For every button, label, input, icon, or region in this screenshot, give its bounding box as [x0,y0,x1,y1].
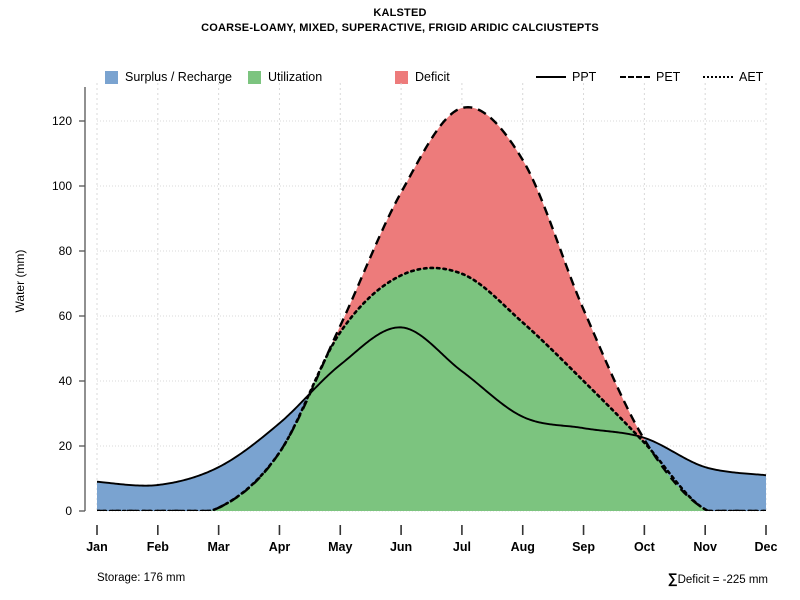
x-tick-label-feb: Feb [146,540,169,554]
legend-label-ppt: PPT [572,70,597,84]
legend-item-pet[interactable]: PET [620,66,680,88]
x-tick-label-jun: Jun [389,540,413,554]
x-tick-label-apr: Apr [268,540,291,554]
legend-line-dashed-icon [620,71,650,83]
legend-item-utilization[interactable]: Utilization [248,66,322,88]
x-tick-label-mar: Mar [207,540,230,554]
sigma-icon: ∑ [667,570,678,586]
legend-label-deficit: Deficit [415,70,450,84]
deficit-total-label: ∑Deficit = -225 mm [668,570,768,586]
band-utilization [211,267,709,511]
x-tick-label-nov: Nov [693,540,717,554]
band-surplus [644,437,766,511]
series-line-pet [97,106,766,511]
storage-label: Storage: 176 mm [97,572,186,584]
x-tick-label-dec: Dec [754,540,778,554]
band-deficit [326,107,652,452]
legend-label-utilization: Utilization [268,70,323,84]
legend-line-dotted-icon [703,71,733,83]
x-tick-label-may: May [328,540,353,554]
legend-swatch-surplus [105,70,118,84]
legend-label-surplus: Surplus / Recharge [125,70,233,84]
x-tick-label-jul: Jul [452,540,471,554]
series-line-ppt [97,326,766,487]
legend-item-ppt[interactable]: PPT [536,66,596,88]
chart-title: KALSTED [373,7,427,19]
y-tick-label: 20 [58,439,72,453]
legend-label-aet: AET [739,70,764,84]
y-tick-label: 0 [65,504,72,518]
chart-legend: Surplus / Recharge Utilization Deficit P… [0,66,800,88]
y-tick-label: 100 [51,179,72,193]
legend-item-aet[interactable]: AET [703,66,763,88]
legend-line-solid-icon [536,71,566,83]
x-tick-label-sep: Sep [572,540,595,554]
x-tick-label-oct: Oct [633,540,655,554]
legend-label-pet: PET [656,70,681,84]
chart-title-block: KALSTED COARSE-LOAMY, MIXED, SUPERACTIVE… [0,6,800,36]
chart-subtitle: COARSE-LOAMY, MIXED, SUPERACTIVE, FRIGID… [201,22,599,34]
legend-item-surplus[interactable]: Surplus / Recharge [105,66,232,88]
y-tick-label: 40 [58,374,72,388]
x-tick-label-jan: Jan [86,540,108,554]
band-surplus [97,390,312,511]
y-tick-label: 120 [51,114,72,128]
legend-item-deficit[interactable]: Deficit [395,66,450,88]
x-tick-label-aug: Aug [510,540,535,554]
y-tick-label: 80 [58,244,72,258]
legend-swatch-deficit [395,70,408,84]
y-tick-label: 60 [58,309,72,323]
deficit-total-text: Deficit = -225 mm [677,574,768,586]
legend-swatch-utilization [248,70,261,84]
series-line-aet [97,266,766,511]
